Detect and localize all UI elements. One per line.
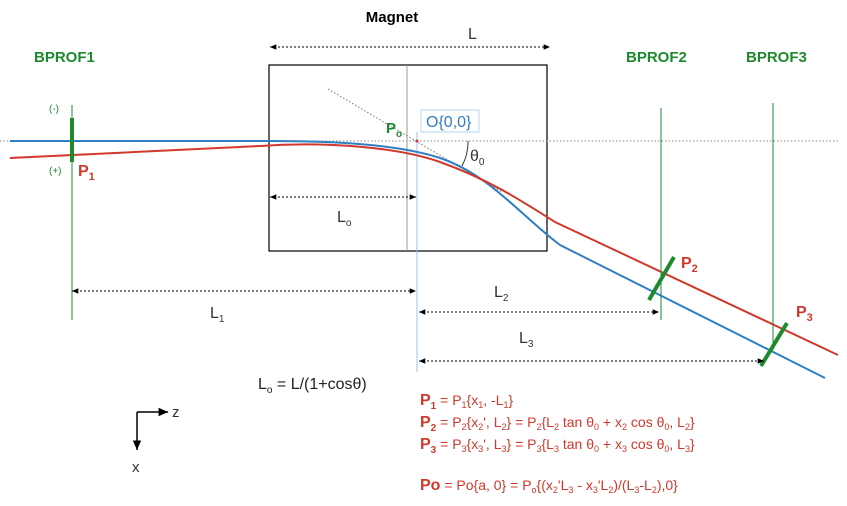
p2-label: P2 (681, 255, 698, 275)
p1-label: P1 (78, 163, 95, 183)
plus-sign-label: (+) (49, 166, 62, 177)
equation-p1: P1 = P1{x1, -L1} (420, 392, 514, 412)
origin-box (420, 109, 480, 133)
origin-label: O{0,0} (426, 114, 472, 131)
po-point (415, 139, 419, 143)
l1-label: L1 (210, 305, 225, 325)
equation-p3: P3 = P3{x3', L3} = P3{L3 tan θ0 + x3 cos… (420, 436, 695, 456)
red-beam-trajectory (9, 143, 839, 356)
bprof1-label: BPROF1 (34, 49, 95, 66)
bprof3-label: BPROF3 (746, 49, 807, 66)
equation-po: Po = Po{a, 0} = Po{(x2'L3 - x3'L2)/(L3-L… (420, 477, 678, 495)
blue-beam-trajectory (10, 140, 826, 379)
angle-label: θ0 (470, 148, 485, 168)
lo-formula: Lo = L/(1+cosθ) (258, 376, 367, 396)
lo-label: Lo (337, 209, 352, 229)
z-axis-label: z (172, 404, 180, 421)
l-label: L (468, 26, 477, 43)
x-axis-label: x (132, 459, 140, 476)
angle-arc (461, 140, 469, 167)
bprof2-label: BPROF2 (626, 49, 687, 66)
p3-label: P3 (796, 304, 813, 324)
bprof3-screen (759, 321, 789, 368)
magnet-box (268, 64, 548, 252)
minus-sign-label: (-) (49, 104, 59, 115)
magnet-title: Magnet (366, 9, 419, 26)
equation-p2: P2 = P2{x2', L2} = P2{L2 tan θ0 + x2 cos… (420, 414, 695, 434)
bprof2-screen (647, 255, 676, 302)
po-point-label: Po (386, 120, 402, 140)
l2-label: L2 (494, 284, 509, 304)
l3-label: L3 (519, 330, 534, 350)
